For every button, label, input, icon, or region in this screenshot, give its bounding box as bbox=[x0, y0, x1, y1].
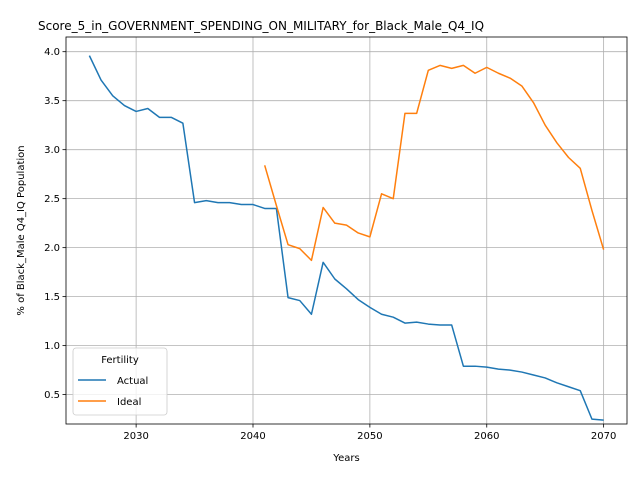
y-axis-label: % of Black_Male Q4_IQ Population bbox=[16, 145, 27, 315]
series-lines bbox=[88, 55, 605, 421]
y-tick-label: 4.0 bbox=[44, 47, 60, 58]
legend-box bbox=[72, 347, 168, 416]
x-tick-label: 2040 bbox=[240, 431, 265, 442]
y-axis: 0.5 1.0 1.5 2.0 2.5 3.0 3.5 4.0 bbox=[44, 47, 66, 401]
legend[interactable]: Fertility Actual Ideal bbox=[72, 347, 168, 416]
legend-title: Fertility bbox=[101, 355, 139, 366]
grid bbox=[66, 37, 627, 424]
series-line-actual bbox=[88, 55, 604, 421]
y-tick-label: 0.5 bbox=[44, 390, 60, 401]
x-axis-label: Years bbox=[332, 453, 359, 464]
y-tick-label: 3.0 bbox=[44, 145, 60, 156]
x-tick-label: 2070 bbox=[591, 431, 616, 442]
series-line-ideal bbox=[263, 64, 605, 262]
x-tick-label: 2050 bbox=[357, 431, 382, 442]
chart-title: Score_5_in_GOVERNMENT_SPENDING_ON_MILITA… bbox=[38, 19, 484, 33]
y-tick-label: 2.0 bbox=[44, 243, 60, 254]
x-tick-label: 2030 bbox=[123, 431, 148, 442]
x-tick-label: 2060 bbox=[474, 431, 499, 442]
legend-label-actual: Actual bbox=[117, 376, 148, 387]
y-tick-label: 3.5 bbox=[44, 96, 60, 107]
y-tick-label: 1.5 bbox=[44, 292, 60, 303]
x-axis: 2030 2040 2050 2060 2070 bbox=[123, 424, 616, 442]
plot-frame bbox=[65, 36, 628, 425]
legend-label-ideal: Ideal bbox=[117, 397, 141, 408]
y-tick-label: 2.5 bbox=[44, 194, 60, 205]
y-tick-label: 1.0 bbox=[44, 341, 60, 352]
